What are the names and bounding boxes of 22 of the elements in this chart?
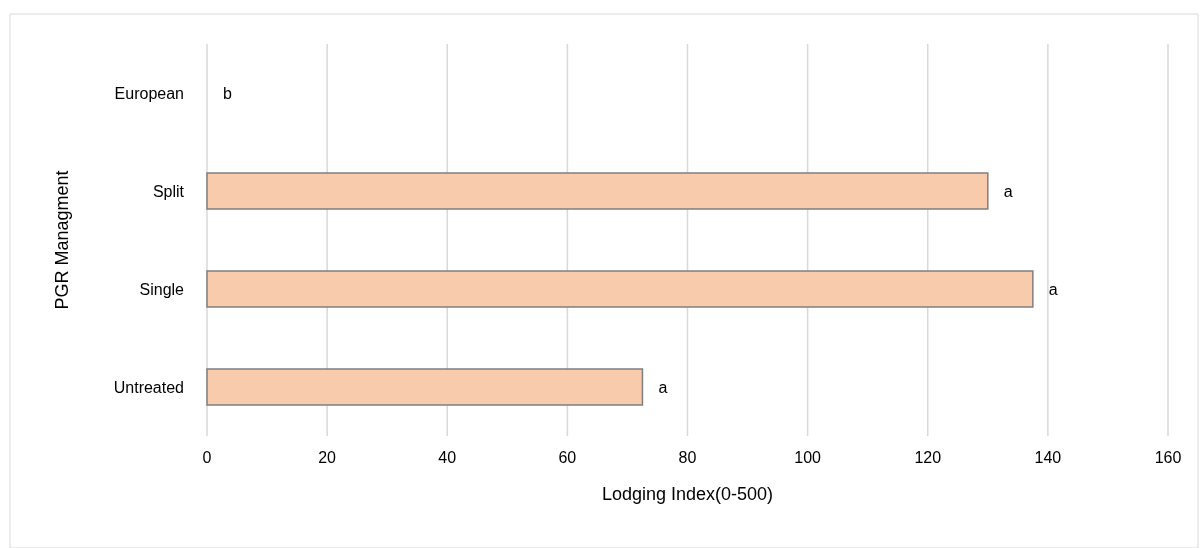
- x-tick-label: 100: [794, 449, 822, 466]
- x-tick-label: 60: [558, 449, 577, 466]
- x-tick-label: 20: [318, 449, 337, 466]
- y-axis-title: PGR Managment: [52, 170, 72, 310]
- y-tick-label: Split: [152, 182, 185, 200]
- x-axis-title: Lodging Index(0-500): [601, 484, 774, 504]
- y-tick-label: Untreated: [113, 378, 184, 396]
- bar: [206, 270, 1034, 308]
- bar: [206, 368, 644, 406]
- x-tick-label: 160: [1154, 449, 1182, 466]
- x-tick-label: 40: [438, 449, 457, 466]
- y-tick-label: Single: [139, 280, 185, 298]
- bar: [206, 172, 989, 210]
- annotation: a: [1048, 280, 1058, 298]
- annotation: b: [223, 84, 232, 102]
- x-tick-label: 120: [914, 449, 942, 466]
- annotation: a: [658, 378, 668, 396]
- x-tick-label: 80: [678, 449, 697, 466]
- annotation: a: [1003, 182, 1013, 200]
- y-tick-label: European: [114, 84, 184, 102]
- x-tick-label: 140: [1034, 449, 1062, 466]
- x-tick-label: 0: [202, 449, 212, 466]
